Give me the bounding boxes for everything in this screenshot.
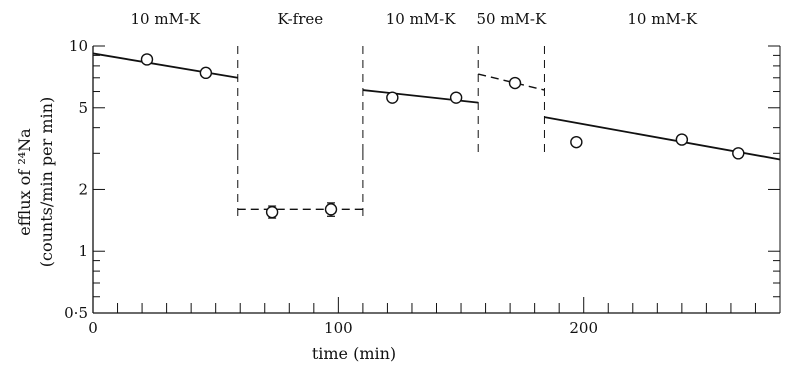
phase-label: K-free: [277, 10, 323, 28]
data-point: [675, 133, 689, 146]
x-tick-label: 200: [569, 319, 598, 337]
data-point: [265, 205, 279, 219]
axes: [92, 45, 781, 314]
y-tick-label: 10: [69, 37, 88, 55]
fit-line: [92, 52, 238, 79]
y-axis-label: efflux of ²⁴Na (counts/min per min): [15, 97, 56, 267]
y-axis-label-line1: efflux of ²⁴Na: [15, 128, 34, 236]
data-point: [386, 91, 399, 104]
phase-label: 10 mM-K: [131, 10, 202, 28]
data-point: [508, 76, 522, 90]
y-tick-label: 0·5: [64, 304, 88, 322]
data-point: [732, 147, 745, 160]
y-tick-label: 2: [78, 180, 88, 198]
phase-boundaries: [237, 46, 545, 222]
fit-lines: [92, 52, 781, 211]
phase-labels: 10 mM-K K-free 10 mM-K 50 mM-K 10 mM-K: [131, 10, 698, 28]
data-point: [324, 203, 338, 216]
y-tick-label: 1: [78, 242, 88, 260]
data-point: [570, 135, 583, 149]
phase-label: 10 mM-K: [627, 10, 698, 28]
data-points: [140, 53, 745, 219]
y-tick-label: 5: [78, 99, 88, 117]
x-tick-label: 100: [324, 319, 353, 337]
phase-label: 10 mM-K: [386, 10, 457, 28]
data-point: [449, 91, 463, 104]
tick-labels: 0 100 200 0·5 1 2 5 10: [64, 37, 598, 337]
fit-line: [478, 73, 545, 91]
x-tick-label: 0: [88, 319, 98, 337]
phase-label: 50 mM-K: [476, 10, 547, 28]
y-axis-label-line2: (counts/min per min): [37, 97, 56, 267]
x-axis-label: time (min): [312, 344, 396, 363]
data-point: [199, 66, 213, 80]
data-point: [140, 53, 154, 66]
